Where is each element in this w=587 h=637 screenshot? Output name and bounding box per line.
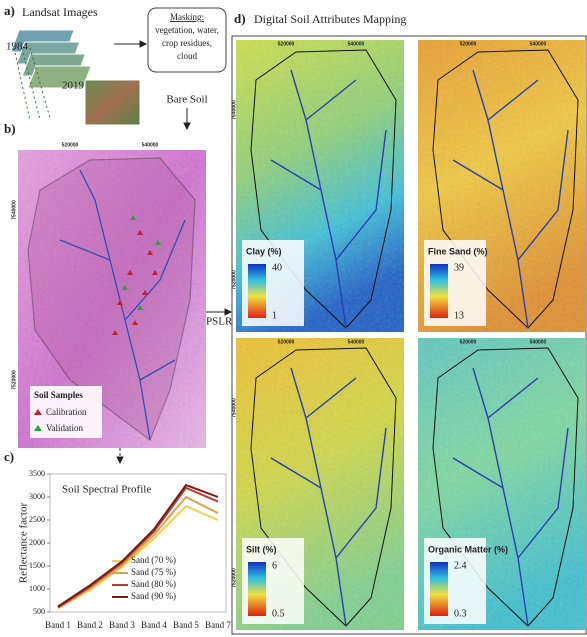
colorbar-min: 0.5 — [272, 608, 285, 619]
x-tick-label: Band 1 — [45, 620, 71, 630]
map-title: Fine Sand (%) — [428, 246, 488, 256]
panel-label: c) — [4, 449, 14, 464]
colorbar-max: 40 — [272, 262, 282, 273]
legend-label: Sand (80 %) — [131, 579, 176, 589]
x-tick-label: Band 7 — [205, 620, 231, 630]
y-tick-label: 1000 — [29, 584, 45, 593]
x-tick-label: Band 3 — [109, 620, 135, 630]
figure: a) Landsat Images 1984 2019 Masking: veg… — [0, 0, 587, 637]
panel-label: d) — [234, 11, 246, 26]
y-axis-label: Reflectance factor — [18, 503, 30, 584]
map-tick-label: 540000 — [530, 339, 547, 345]
colorbar — [430, 264, 448, 318]
masking-text: cloud — [177, 51, 197, 61]
sample-map — [18, 150, 206, 448]
colorbar — [430, 562, 448, 616]
legend-title: Soil Samples — [34, 390, 83, 400]
legend-label: Sand (75 %) — [131, 567, 176, 577]
x-tick-label: Band 5 — [173, 620, 199, 630]
map-tick-label: 7540000 — [11, 200, 17, 220]
year-label: 2019 — [62, 80, 85, 92]
y-tick-label: 3500 — [29, 469, 45, 478]
masking-text: Masking: — [170, 12, 204, 22]
map-tick-label: 540000 — [530, 41, 547, 47]
map-tick-label: 520000 — [278, 339, 295, 345]
chart-title: Soil Spectral Profile — [62, 484, 151, 496]
map-grid: Clay (%) 40 1 7540000 7520000 520000 540000 Fin… — [231, 40, 586, 630]
x-tick-label: Band 2 — [77, 620, 103, 630]
output-label: Bare Soil — [166, 94, 207, 106]
map-tick-label: 520000 — [460, 339, 477, 345]
y-tick-label: 2500 — [29, 515, 45, 524]
map-tick-label: 520000 — [62, 142, 79, 148]
map-tick-label: 7540000 — [231, 398, 237, 418]
colorbar-min: 1 — [272, 310, 277, 321]
map-tick-label: 540000 — [142, 142, 159, 148]
panel-title: Digital Soil Attributes Mapping — [254, 12, 406, 26]
colorbar-max: 6 — [272, 560, 277, 571]
legend-label: Validation — [46, 423, 83, 433]
masking-text: crop residues, — [162, 38, 212, 48]
map-tick-label: 7520000 — [11, 370, 17, 390]
map-tick-label: 520000 — [460, 41, 477, 47]
colorbar-max: 39 — [454, 262, 464, 273]
legend-label: Calibration — [46, 407, 87, 417]
map-tick-label: 7520000 — [231, 270, 237, 290]
y-tick-label: 1500 — [29, 561, 45, 570]
y-tick-label: 500 — [33, 607, 45, 616]
map-tick-label: 540000 — [348, 339, 365, 345]
legend-label: Sand (90 %) — [131, 591, 176, 601]
map-tick-label: 540000 — [348, 41, 365, 47]
colorbar-max: 2.4 — [454, 560, 467, 571]
y-tick-label: 2000 — [29, 538, 45, 547]
spectral-chart: 500 1000 1500 2000 2500 3000 3500 Band 1 Band 2 B… — [18, 469, 232, 630]
year-label: 1984 — [6, 41, 29, 53]
masking-text: vegetation, water, — [155, 25, 219, 35]
colorbar-min: 13 — [454, 310, 464, 321]
colorbar-min: 0.3 — [454, 608, 467, 619]
legend-label: Sand (70 %) — [131, 555, 176, 565]
x-tick-label: Band 4 — [141, 620, 167, 630]
colorbar — [248, 562, 266, 616]
map-tick-label: 7520000 — [231, 568, 237, 588]
y-tick-label: 3000 — [29, 492, 45, 501]
panel-label: a) — [4, 3, 15, 18]
map-title: Clay (%) — [246, 246, 282, 256]
map-tick-label: 7540000 — [231, 100, 237, 120]
method-label: PSLR — [206, 316, 233, 328]
map-title: Silt (%) — [246, 544, 277, 554]
map-title: Organic Matter (%) — [428, 544, 508, 554]
panel-title: Landsat Images — [22, 5, 98, 19]
map-tick-label: 520000 — [278, 41, 295, 47]
colorbar — [248, 264, 266, 318]
panel-label: b) — [4, 121, 16, 136]
